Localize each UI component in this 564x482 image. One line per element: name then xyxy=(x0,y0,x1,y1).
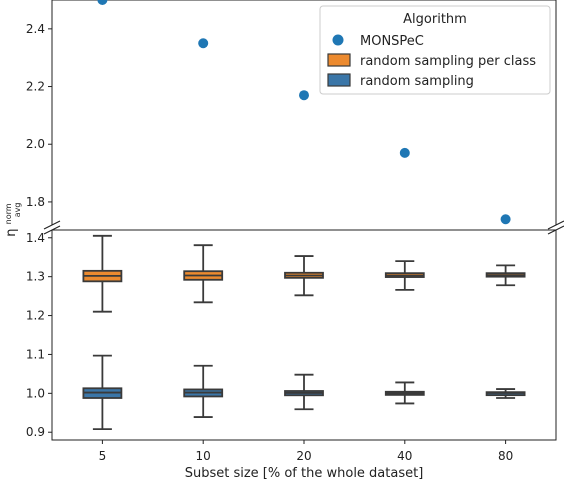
x-tick-label: 5 xyxy=(99,449,107,463)
x-tick-label: 40 xyxy=(397,449,412,463)
x-tick-label: 20 xyxy=(296,449,311,463)
legend-entry: random sampling xyxy=(360,74,474,89)
box-random-80 xyxy=(485,388,526,399)
box-per-class-40 xyxy=(384,260,425,291)
break-mark xyxy=(547,220,564,230)
y-tick-label-top: 2.4 xyxy=(26,22,45,36)
box-per-class-10 xyxy=(183,244,224,304)
legend-entry: random sampling per class xyxy=(360,54,536,69)
monspec-point-80 xyxy=(500,214,511,225)
box-per-class-80 xyxy=(485,264,526,287)
monspec-point-20 xyxy=(299,90,309,101)
legend-frame xyxy=(319,5,551,95)
y-tick-label-bottom: 1.0 xyxy=(26,386,45,400)
monspec-point-40 xyxy=(399,147,410,158)
legend-entry: MONSPeC xyxy=(360,34,424,49)
y-tick-label-bottom: 1.1 xyxy=(26,347,45,361)
legend-title: Algorithm xyxy=(403,12,467,27)
box-random-5 xyxy=(82,354,123,431)
y-axis-label-sub: avg xyxy=(13,203,22,218)
legend: Algorithm MONSPeC random sampling per clas… xyxy=(319,5,551,95)
y-tick-label-top: 2.2 xyxy=(26,80,45,94)
y-tick-label-bottom: 0.9 xyxy=(26,425,45,439)
x-tick-label: 10 xyxy=(196,449,211,463)
monspec-point-10 xyxy=(198,38,209,49)
top-panel-frame xyxy=(51,0,557,225)
y-tick-label-bottom: 1.4 xyxy=(26,231,45,245)
y-tick-label-bottom: 1.3 xyxy=(26,270,45,284)
monspec-point-5 xyxy=(97,0,108,5)
legend-marker-per-class xyxy=(327,53,351,67)
axis-break-marks xyxy=(43,220,564,235)
x-tick-label: 80 xyxy=(498,449,513,463)
break-mark xyxy=(547,225,564,235)
y-tick-label-top: 2.0 xyxy=(26,137,45,151)
box-random-10 xyxy=(183,364,224,418)
bottom-panel: 0.9 1.0 1.1 1.2 1.3 1.4 5 10 20 40 80 xyxy=(26,229,557,463)
top-panel: 1.8 2.0 2.2 2.4 xyxy=(26,0,557,225)
break-mark xyxy=(43,220,61,230)
box-per-class-20 xyxy=(284,255,324,297)
break-mark xyxy=(43,225,61,235)
y-tick-label-top: 1.8 xyxy=(26,195,45,209)
legend-marker-monspec xyxy=(332,34,344,46)
legend-marker-random xyxy=(327,73,351,87)
box-random-40 xyxy=(384,381,425,405)
box-random-20 xyxy=(284,373,324,411)
y-axis-label: η norm avg xyxy=(0,199,22,236)
y-axis-label-sup: norm xyxy=(4,203,13,224)
y-axis-label-main: η xyxy=(4,228,19,236)
x-axis-label: Subset size [% of the whole dataset] xyxy=(185,466,424,481)
y-tick-label-bottom: 1.2 xyxy=(26,309,45,323)
box-per-class-5 xyxy=(82,234,123,313)
